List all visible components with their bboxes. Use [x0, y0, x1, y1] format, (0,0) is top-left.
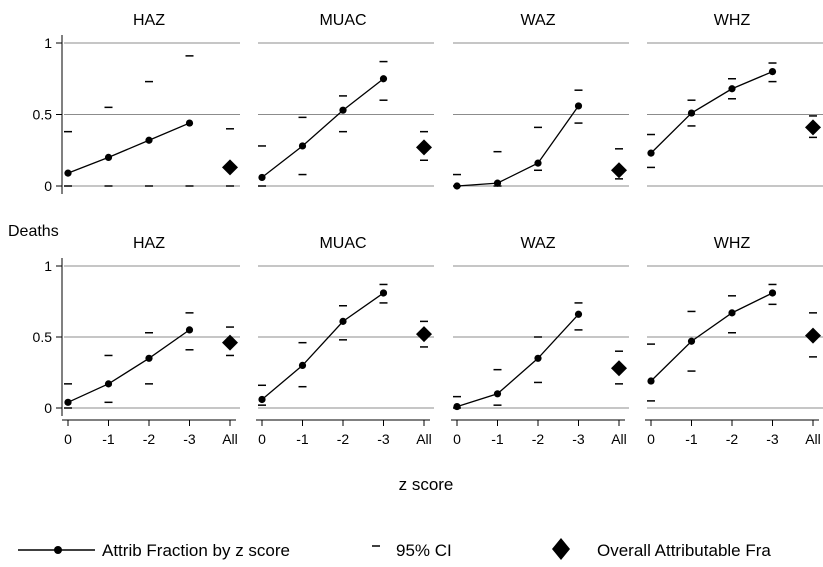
- x-tick-label: All: [611, 431, 627, 447]
- data-point: [453, 402, 461, 411]
- data-point: [64, 169, 72, 177]
- x-tick-label: 0: [258, 431, 266, 447]
- x-tick-label: -1: [685, 431, 698, 447]
- overall-diamond: [222, 334, 238, 351]
- x-tick-label: 0: [64, 431, 72, 447]
- data-point: [728, 85, 736, 93]
- legend-line-label: Attrib Fraction by z score: [102, 541, 290, 560]
- panel-title: HAZ: [133, 235, 165, 252]
- panels-layer: 0 0.5 1 0 0.5 1 0 -1 -2 -3 All 0 -1 -2 -3 All 0 -1 -2 -3 All…: [33, 12, 823, 447]
- x-tick-label: -3: [766, 431, 779, 447]
- x-tick-label: -1: [296, 431, 309, 447]
- series-line: [456, 105, 580, 187]
- data-point: [768, 68, 777, 76]
- data-point: [64, 398, 72, 406]
- data-point: [104, 153, 113, 161]
- data-point: [687, 337, 696, 345]
- x-tick-label: -2: [532, 431, 545, 447]
- y-tick-label-row-1: 0: [44, 400, 52, 416]
- data-point: [145, 136, 153, 144]
- overall-diamond: [416, 139, 432, 156]
- legend-dot-swatch: [54, 546, 62, 554]
- x-tick-label: All: [222, 431, 238, 447]
- data-point: [768, 289, 777, 297]
- legend-diamond-swatch: [552, 538, 570, 560]
- data-point: [574, 102, 583, 110]
- legend: Attrib Fraction by z score 95% CI Overal…: [18, 538, 771, 560]
- data-point: [339, 106, 347, 114]
- y-tick-label-row-1: 1: [44, 258, 52, 274]
- data-point: [687, 109, 696, 117]
- data-point: [185, 119, 194, 127]
- x-tick-label: 0: [647, 431, 655, 447]
- panel-title: MUAC: [319, 12, 366, 29]
- y-tick-label-row-0: 1: [44, 35, 52, 51]
- data-point: [574, 310, 583, 318]
- panel-title: HAZ: [133, 12, 165, 29]
- data-point: [258, 173, 266, 182]
- data-point: [728, 309, 736, 317]
- data-point: [145, 354, 153, 362]
- x-tick-label: 0: [453, 431, 461, 447]
- x-tick-label: All: [416, 431, 432, 447]
- series-line: [261, 78, 384, 178]
- panel-title: WHZ: [714, 235, 751, 252]
- data-point: [453, 182, 461, 190]
- overall-diamond: [805, 327, 821, 344]
- data-point: [379, 75, 388, 83]
- overall-diamond: [222, 159, 238, 176]
- panel-title: WAZ: [521, 12, 556, 29]
- series-line: [67, 329, 190, 403]
- x-tick-label: -2: [337, 431, 350, 447]
- legend-ci-label: 95% CI: [396, 541, 452, 560]
- x-tick-label: -1: [102, 431, 115, 447]
- data-point: [104, 380, 113, 388]
- x-axis-label: z score: [399, 475, 454, 494]
- x-tick-label: -1: [491, 431, 504, 447]
- y-tick-label-row-1: 0.5: [33, 329, 53, 345]
- data-point: [647, 377, 655, 385]
- overall-diamond: [805, 119, 821, 136]
- series-line: [650, 71, 773, 154]
- series-line: [261, 292, 384, 400]
- data-point: [534, 354, 542, 362]
- data-point: [339, 317, 347, 325]
- x-tick-label: -3: [377, 431, 390, 447]
- panel-title: MUAC: [319, 235, 366, 252]
- overall-diamond: [611, 360, 627, 377]
- series-line: [67, 122, 190, 174]
- overall-diamond: [416, 326, 432, 343]
- x-tick-label: All: [805, 431, 821, 447]
- x-tick-label: -3: [183, 431, 196, 447]
- panel-title: WHZ: [714, 12, 751, 29]
- data-point: [647, 149, 655, 157]
- data-point: [185, 326, 194, 334]
- data-point: [258, 395, 266, 404]
- panel-title: WAZ: [521, 235, 556, 252]
- data-point: [379, 289, 388, 297]
- data-point: [493, 179, 502, 187]
- data-point: [298, 142, 307, 150]
- data-point: [298, 361, 307, 369]
- legend-overall-label: Overall Attributable Fra: [597, 541, 771, 560]
- data-point: [534, 159, 542, 167]
- x-tick-label: -2: [726, 431, 739, 447]
- overall-diamond: [611, 162, 627, 179]
- y-tick-label-row-0: 0: [44, 178, 52, 194]
- x-tick-label: -3: [572, 431, 585, 447]
- y-tick-label-row-0: 0.5: [33, 107, 53, 123]
- x-tick-label: -2: [143, 431, 156, 447]
- row-title-deaths: Deaths: [8, 223, 59, 240]
- data-point: [493, 390, 502, 398]
- series-line: [650, 292, 773, 382]
- series-line: [456, 313, 579, 408]
